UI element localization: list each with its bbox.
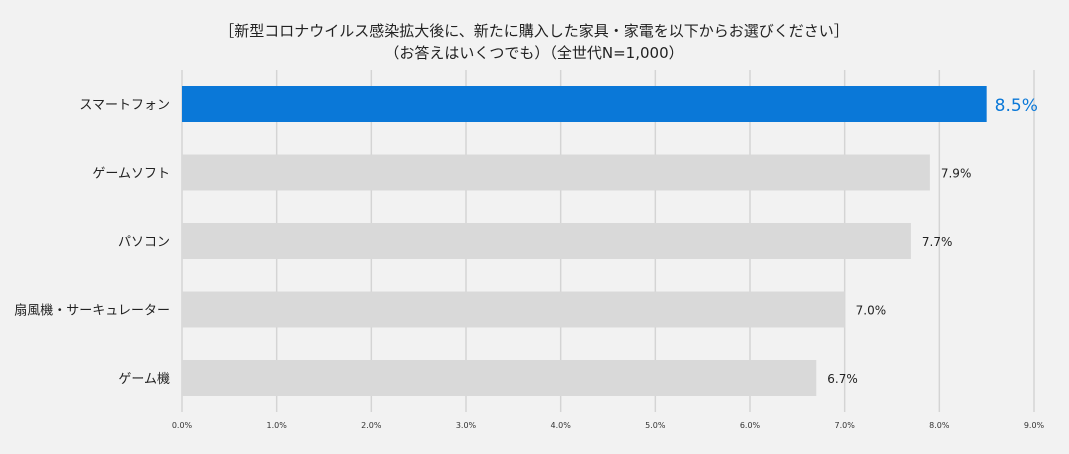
x-tick-label: 2.0% (361, 421, 382, 430)
value-labels: 8.5% 7.9% 7.7% 7.0% 6.7% (827, 96, 1038, 386)
x-tick-labels: 0.0% 1.0% 2.0% 3.0% 4.0% 5.0% 6.0% 7.0% 8.0% 9.0% (172, 421, 1045, 430)
x-tick-label: 9.0% (1024, 421, 1045, 430)
x-tick-label: 3.0% (456, 421, 477, 430)
value-label: 7.7% (922, 235, 953, 249)
value-label: 8.5% (995, 96, 1038, 116)
bar (182, 291, 845, 328)
bar (182, 86, 987, 122)
x-tick-label: 5.0% (645, 421, 666, 430)
value-label: 7.9% (941, 167, 972, 181)
bar (182, 223, 911, 259)
category-label: 扇風機・サーキュレーター (14, 303, 170, 319)
x-tick-label: 8.0% (929, 421, 950, 430)
x-tick-label: 4.0% (551, 421, 572, 430)
value-label: 7.0% (856, 304, 887, 318)
category-label: ゲーム機 (118, 372, 170, 387)
value-label: 6.7% (827, 372, 858, 386)
bar (182, 360, 817, 396)
x-tick-label: 0.0% (172, 421, 193, 430)
category-label: ゲームソフト (92, 167, 170, 182)
category-label: パソコン (118, 235, 170, 250)
bar (182, 154, 930, 191)
bars (182, 86, 987, 396)
x-tick-label: 1.0% (267, 421, 288, 430)
x-tick-label: 6.0% (740, 421, 761, 430)
category-label: スマートフォン (79, 98, 170, 113)
chart-title-line2: （お答えはいくつでも）（全世代N=1,000） (384, 44, 683, 62)
x-tick-label: 7.0% (835, 421, 856, 430)
chart-title-line1: ［新型コロナウイルス感染拡大後に、新たに購入した家具・家電を以下からお選びくださ… (219, 22, 849, 40)
